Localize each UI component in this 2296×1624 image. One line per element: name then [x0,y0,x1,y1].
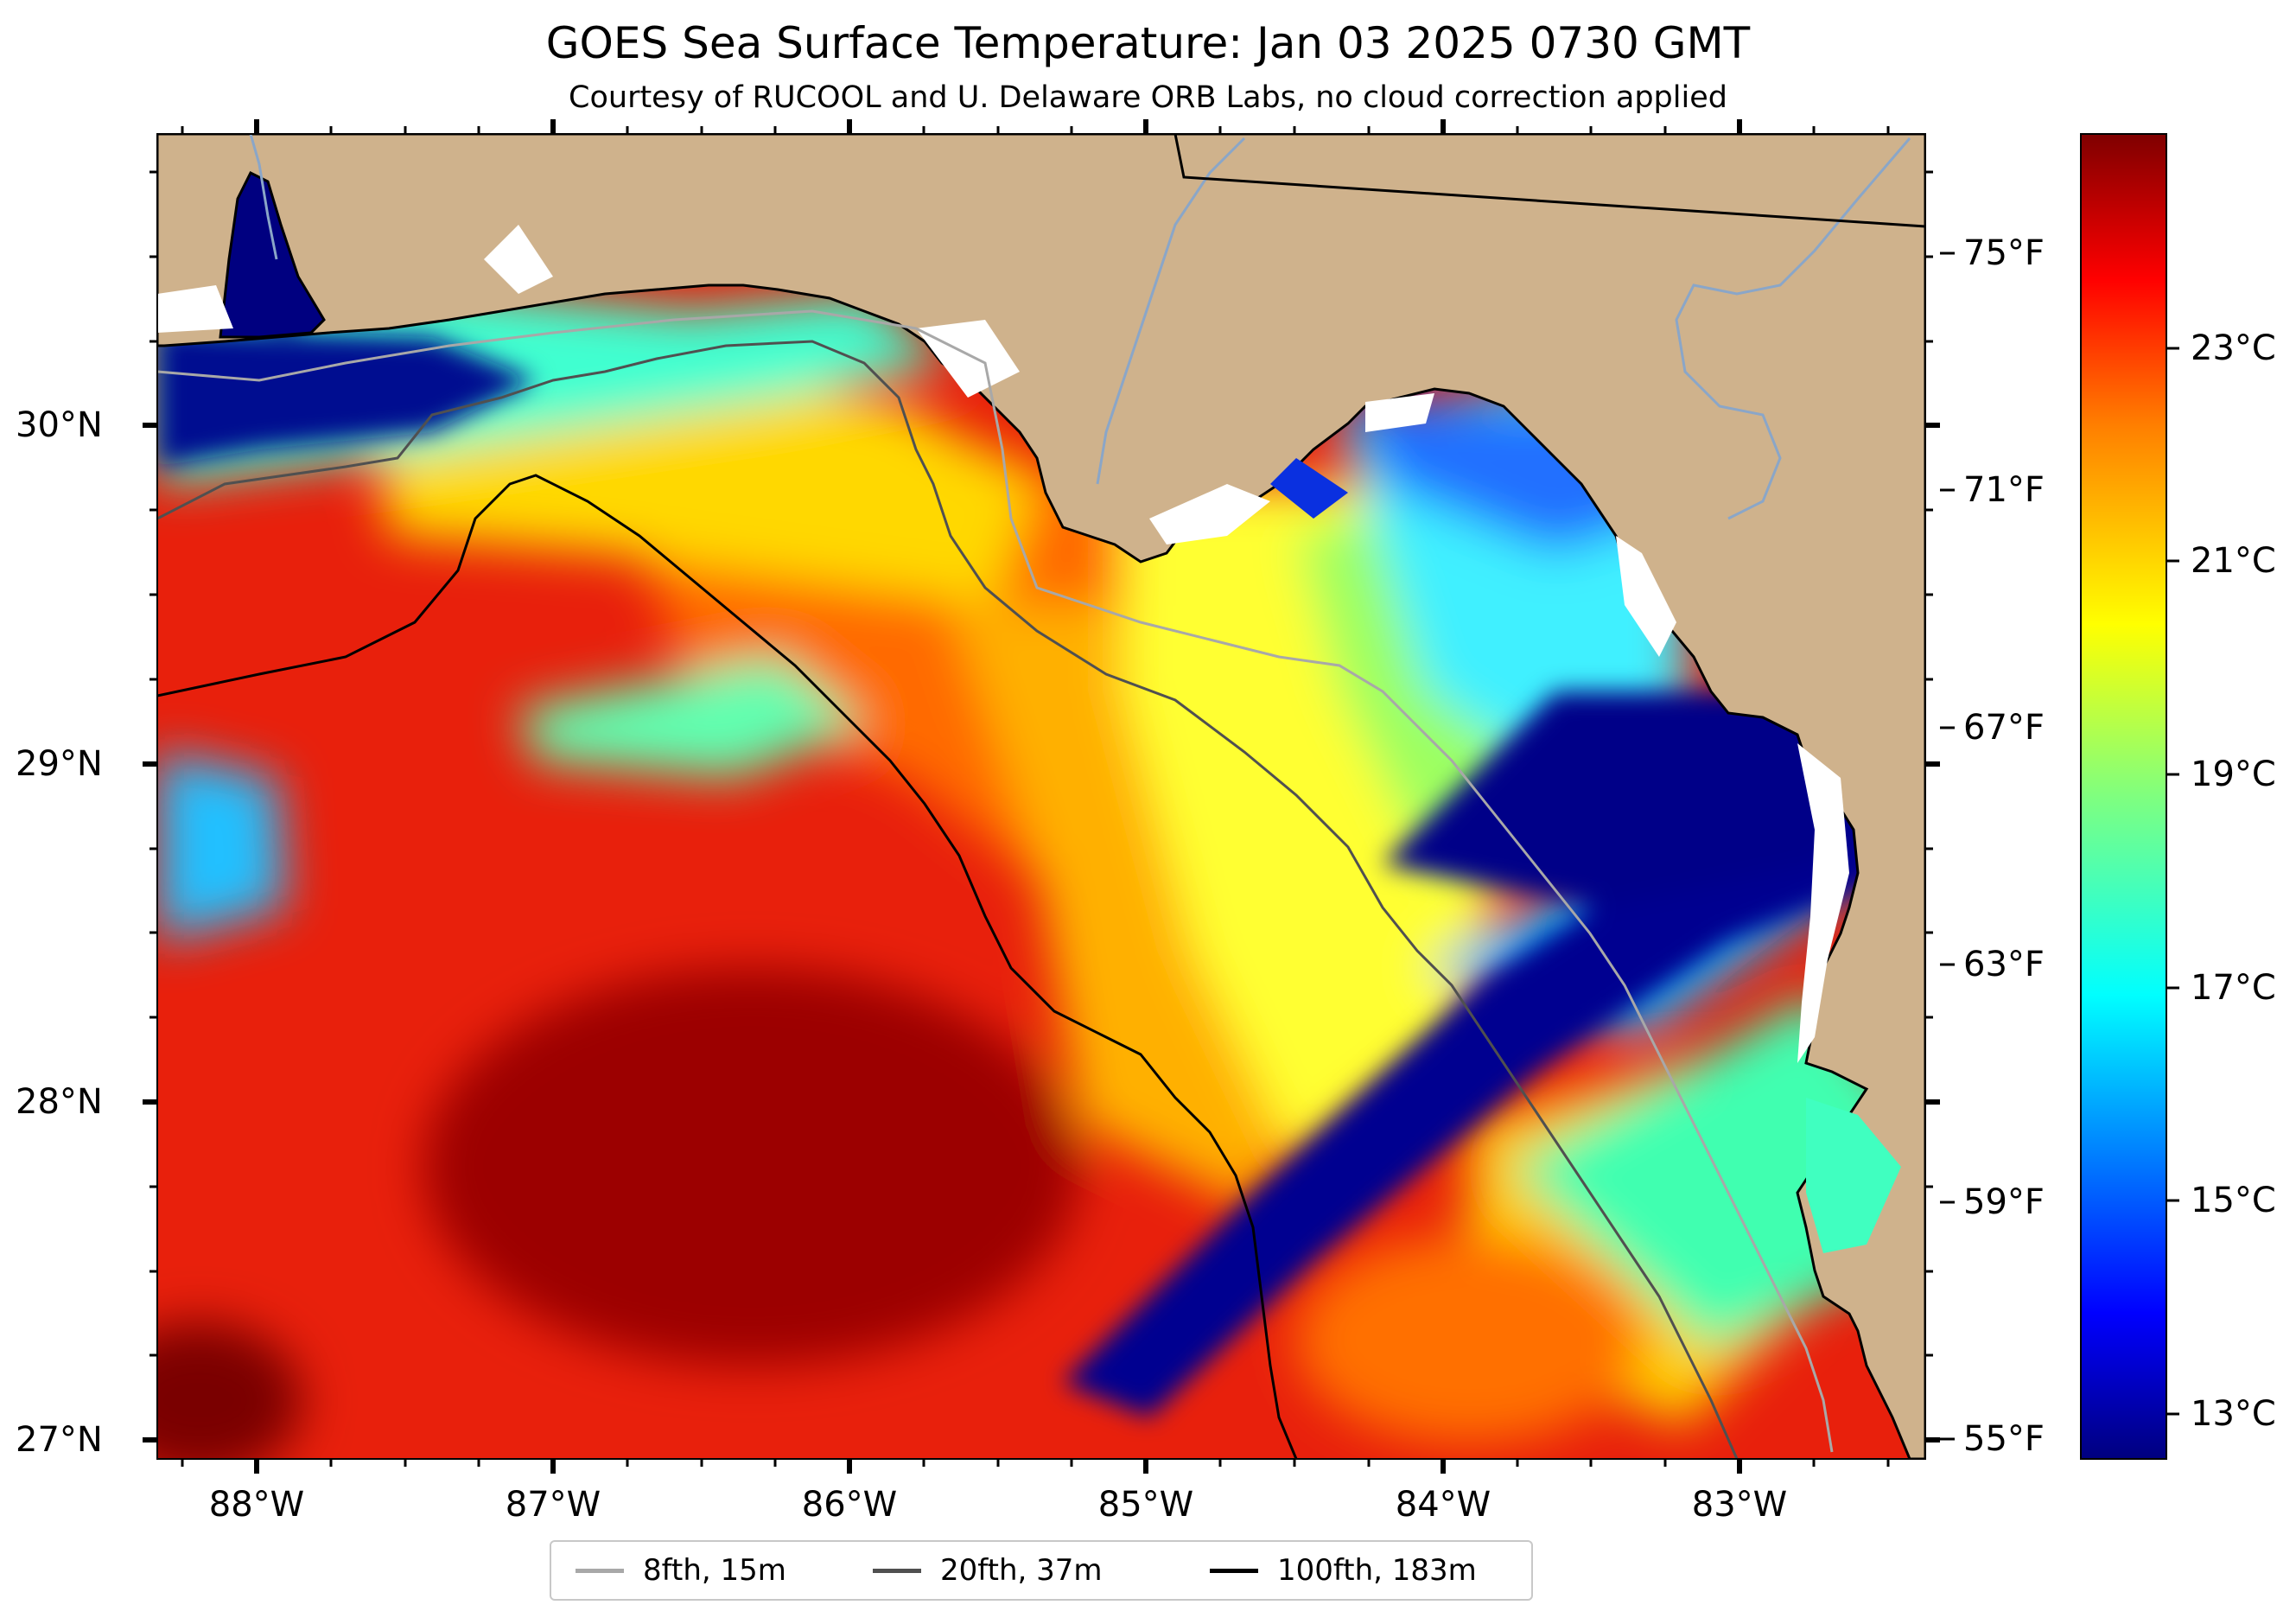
legend-swatch-8fth [576,1568,624,1573]
rivers [249,134,1911,520]
c-label-13: 13°C [2191,1394,2276,1434]
legend-label-100fth: 100fth, 183m [1277,1553,1477,1588]
f-label-75: 75°F [1963,233,2045,273]
contour-8fth [157,309,1834,1453]
sst-hot-core [423,968,1080,1366]
no-data-patch-west [157,285,233,333]
contour-100fth [157,474,1298,1459]
lon-label-87w: 87°W [505,1485,601,1525]
legend-item-8fth: 8fth, 15m [576,1542,786,1599]
fahrenheit-ticks [1940,252,1955,1441]
lon-label-84w: 84°W [1395,1485,1491,1525]
lat-label-28n: 28°N [16,1082,103,1122]
lon-label-88w: 88°W [208,1485,305,1525]
sst-cold-pensacola [157,328,536,467]
state-border [1173,134,1925,228]
tampa-bay-water [1806,1098,1901,1253]
sst-orange-south [1296,1236,1642,1443]
contour-legend: 8fth, 15m 20fth, 37m 100fth, 183m [550,1540,1533,1601]
f-label-71: 71°F [1963,470,2045,510]
c-label-23: 23°C [2191,328,2276,368]
c-label-21: 21°C [2191,541,2276,581]
lat-label-30n: 30°N [16,405,103,445]
legend-label-8fth: 8fth, 15m [643,1553,786,1588]
cold-patch-apalachicola [1270,458,1348,519]
contour-20fth [157,340,1739,1459]
lat-label-27n: 27°N [16,1420,103,1460]
lat-label-29n: 29°N [16,744,103,784]
sst-cool-filament [518,657,864,778]
river-suwannee [1675,137,1911,520]
sst-cold-band [1063,743,1925,1417]
no-data-patch-apalachicola [1149,484,1270,545]
lon-major-ticks [254,119,1742,1474]
lon-label-83w: 83°W [1691,1485,1788,1525]
no-data-patch-cedar-key [1797,743,1849,1063]
map-frame [156,133,1926,1460]
colorbar [2080,133,2167,1460]
no-data-patch-bigbend [1365,393,1434,432]
f-label-63: 63°F [1963,945,2045,984]
f-label-67: 67°F [1963,708,2045,748]
legend-item-100fth: 100fth, 183m [1210,1542,1477,1599]
legend-swatch-100fth [1210,1568,1258,1573]
legend-item-20fth: 20fth, 37m [873,1542,1103,1599]
f-label-59: 59°F [1963,1182,2045,1222]
legend-swatch-20fth [873,1568,921,1573]
lon-label-85w: 85°W [1097,1485,1194,1525]
legend-label-20fth: 20fth, 37m [940,1553,1103,1588]
map-subtitle: Courtesy of RUCOOL and U. Delaware ORB L… [569,80,1727,115]
c-label-15: 15°C [2191,1181,2276,1220]
sst-cool-west-edge [157,752,285,942]
sst-hot-corner [157,1322,302,1459]
lon-label-86w: 86°W [801,1485,898,1525]
lat-major-ticks [143,423,1940,1442]
f-label-55: 55°F [1963,1419,2045,1459]
no-data-patch-bay [484,225,553,294]
lon-minor-ticks [181,126,1890,1467]
c-label-19: 19°C [2191,755,2276,794]
mobile-bay [219,170,326,339]
sst-field [157,134,1925,1459]
lat-minor-ticks [149,170,1933,1357]
map-title: GOES Sea Surface Temperature: Jan 03 202… [545,18,1751,68]
colorbar-ticks [2166,347,2179,1416]
no-data-patch-steinhatchee [1616,536,1676,657]
river-mobile [249,134,278,260]
c-label-17: 17°C [2191,968,2276,1008]
sst-cold-pool [1383,691,1925,908]
river-chattahoochee [1096,137,1246,485]
no-data-patch-stjoe [916,320,1020,398]
